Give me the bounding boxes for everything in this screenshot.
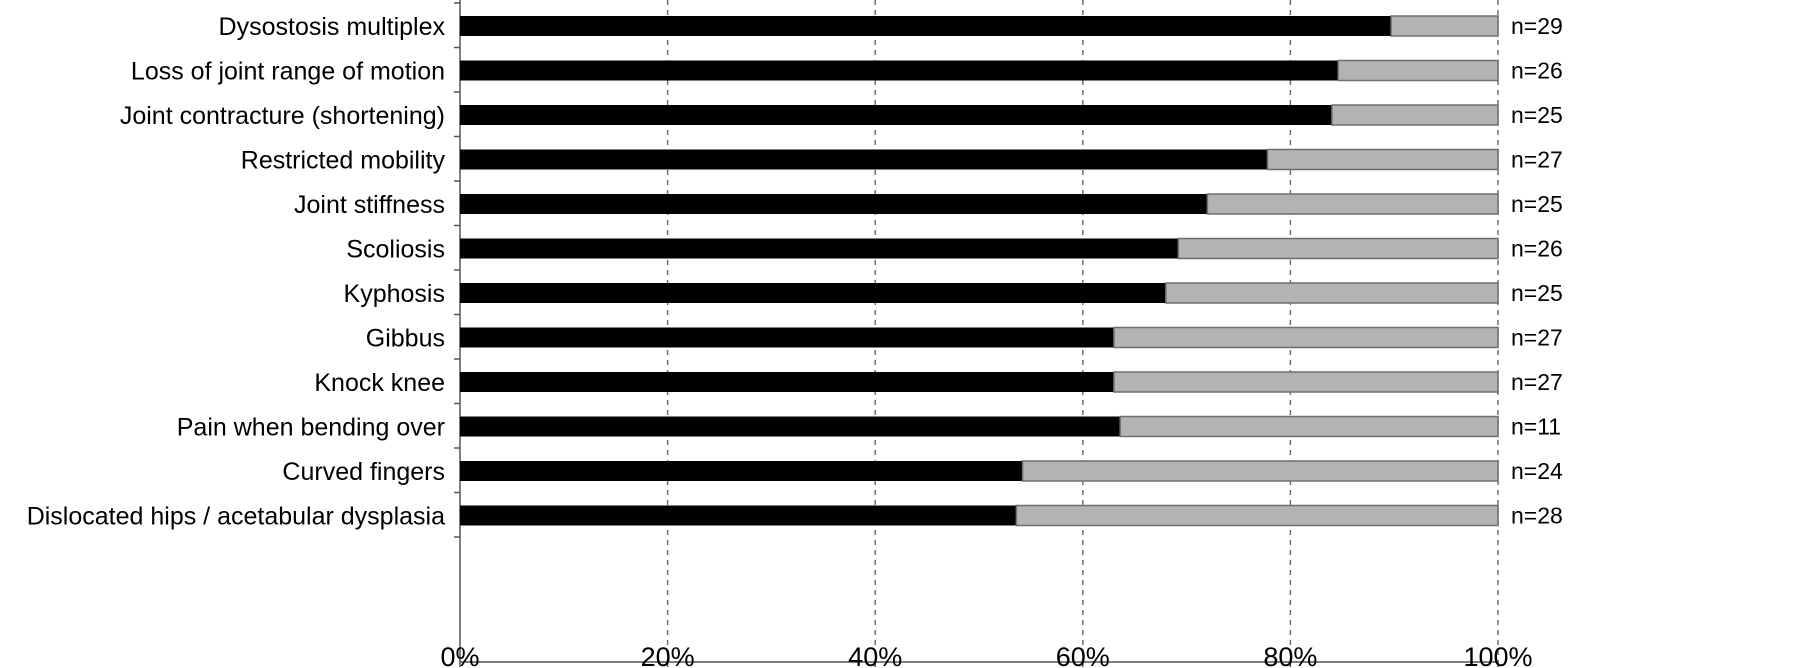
x-tick-label: 80% — [1263, 642, 1317, 668]
category-label: Joint stiffness — [294, 191, 445, 219]
bar-absent — [1390, 15, 1499, 37]
n-label: n=26 — [1511, 236, 1563, 262]
category-label: Dislocated hips / acetabular dysplasia — [27, 503, 445, 531]
bar-present — [460, 105, 1332, 125]
bar-present — [460, 149, 1268, 170]
x-axis-ticks: 0% 20% 40% 60% 80% 100% — [440, 642, 1532, 668]
n-label: n=27 — [1511, 369, 1563, 395]
n-label: n=29 — [1511, 13, 1563, 39]
category-label: Loss of joint range of motion — [131, 58, 445, 86]
category-label: Curved fingers — [282, 458, 445, 486]
bar-absent — [1113, 371, 1499, 393]
bar-present — [460, 194, 1208, 214]
bar-absent — [1015, 504, 1499, 527]
bar-absent — [1266, 148, 1499, 171]
n-label: n=11 — [1511, 414, 1561, 440]
bar-absent — [1337, 59, 1499, 82]
bar-absent — [1165, 282, 1499, 304]
bars — [460, 15, 1499, 527]
bar-present — [460, 372, 1114, 392]
n-labels: n=29 n=26 n=25 n=27 n=25 n=26 n=25 n=27 n=27 n=11… — [1511, 13, 1563, 529]
bar-absent — [1113, 326, 1499, 349]
bar-present — [460, 416, 1121, 437]
bar-present — [460, 60, 1339, 81]
category-label: Dysostosis multiplex — [219, 13, 446, 41]
category-labels: Dysostosis multiplex Loss of joint range … — [27, 13, 446, 531]
x-tick-label: 100% — [1463, 642, 1532, 668]
category-label: Kyphosis — [344, 280, 445, 308]
bar-present — [460, 327, 1114, 348]
bar-absent — [1119, 415, 1499, 438]
bar-present — [460, 461, 1023, 481]
n-label: n=25 — [1511, 191, 1563, 217]
n-label: n=24 — [1511, 458, 1563, 484]
x-tick-label: 40% — [848, 642, 902, 668]
n-label: n=25 — [1511, 102, 1563, 128]
bar-present — [460, 238, 1179, 259]
category-label: Joint contracture (shortening) — [120, 102, 445, 130]
n-label: n=25 — [1511, 280, 1563, 306]
bar-present — [460, 16, 1392, 36]
category-label: Restricted mobility — [241, 147, 446, 175]
category-label: Knock knee — [314, 369, 445, 397]
bar-present — [460, 283, 1166, 303]
x-tick-label: 60% — [1056, 642, 1110, 668]
n-label: n=27 — [1511, 147, 1563, 173]
n-label: n=28 — [1511, 503, 1563, 529]
category-label: Gibbus — [366, 325, 445, 353]
n-label: n=27 — [1511, 325, 1563, 351]
category-label: Scoliosis — [346, 236, 445, 264]
bar-absent — [1331, 104, 1499, 126]
bar-absent — [1206, 193, 1499, 215]
category-label: Pain when bending over — [177, 414, 445, 442]
bar-present — [460, 505, 1017, 526]
x-tick-label: 0% — [440, 642, 479, 668]
bar-absent — [1177, 237, 1499, 260]
bar-absent — [1021, 460, 1499, 482]
n-label: n=26 — [1511, 58, 1563, 84]
x-tick-label: 20% — [641, 642, 695, 668]
